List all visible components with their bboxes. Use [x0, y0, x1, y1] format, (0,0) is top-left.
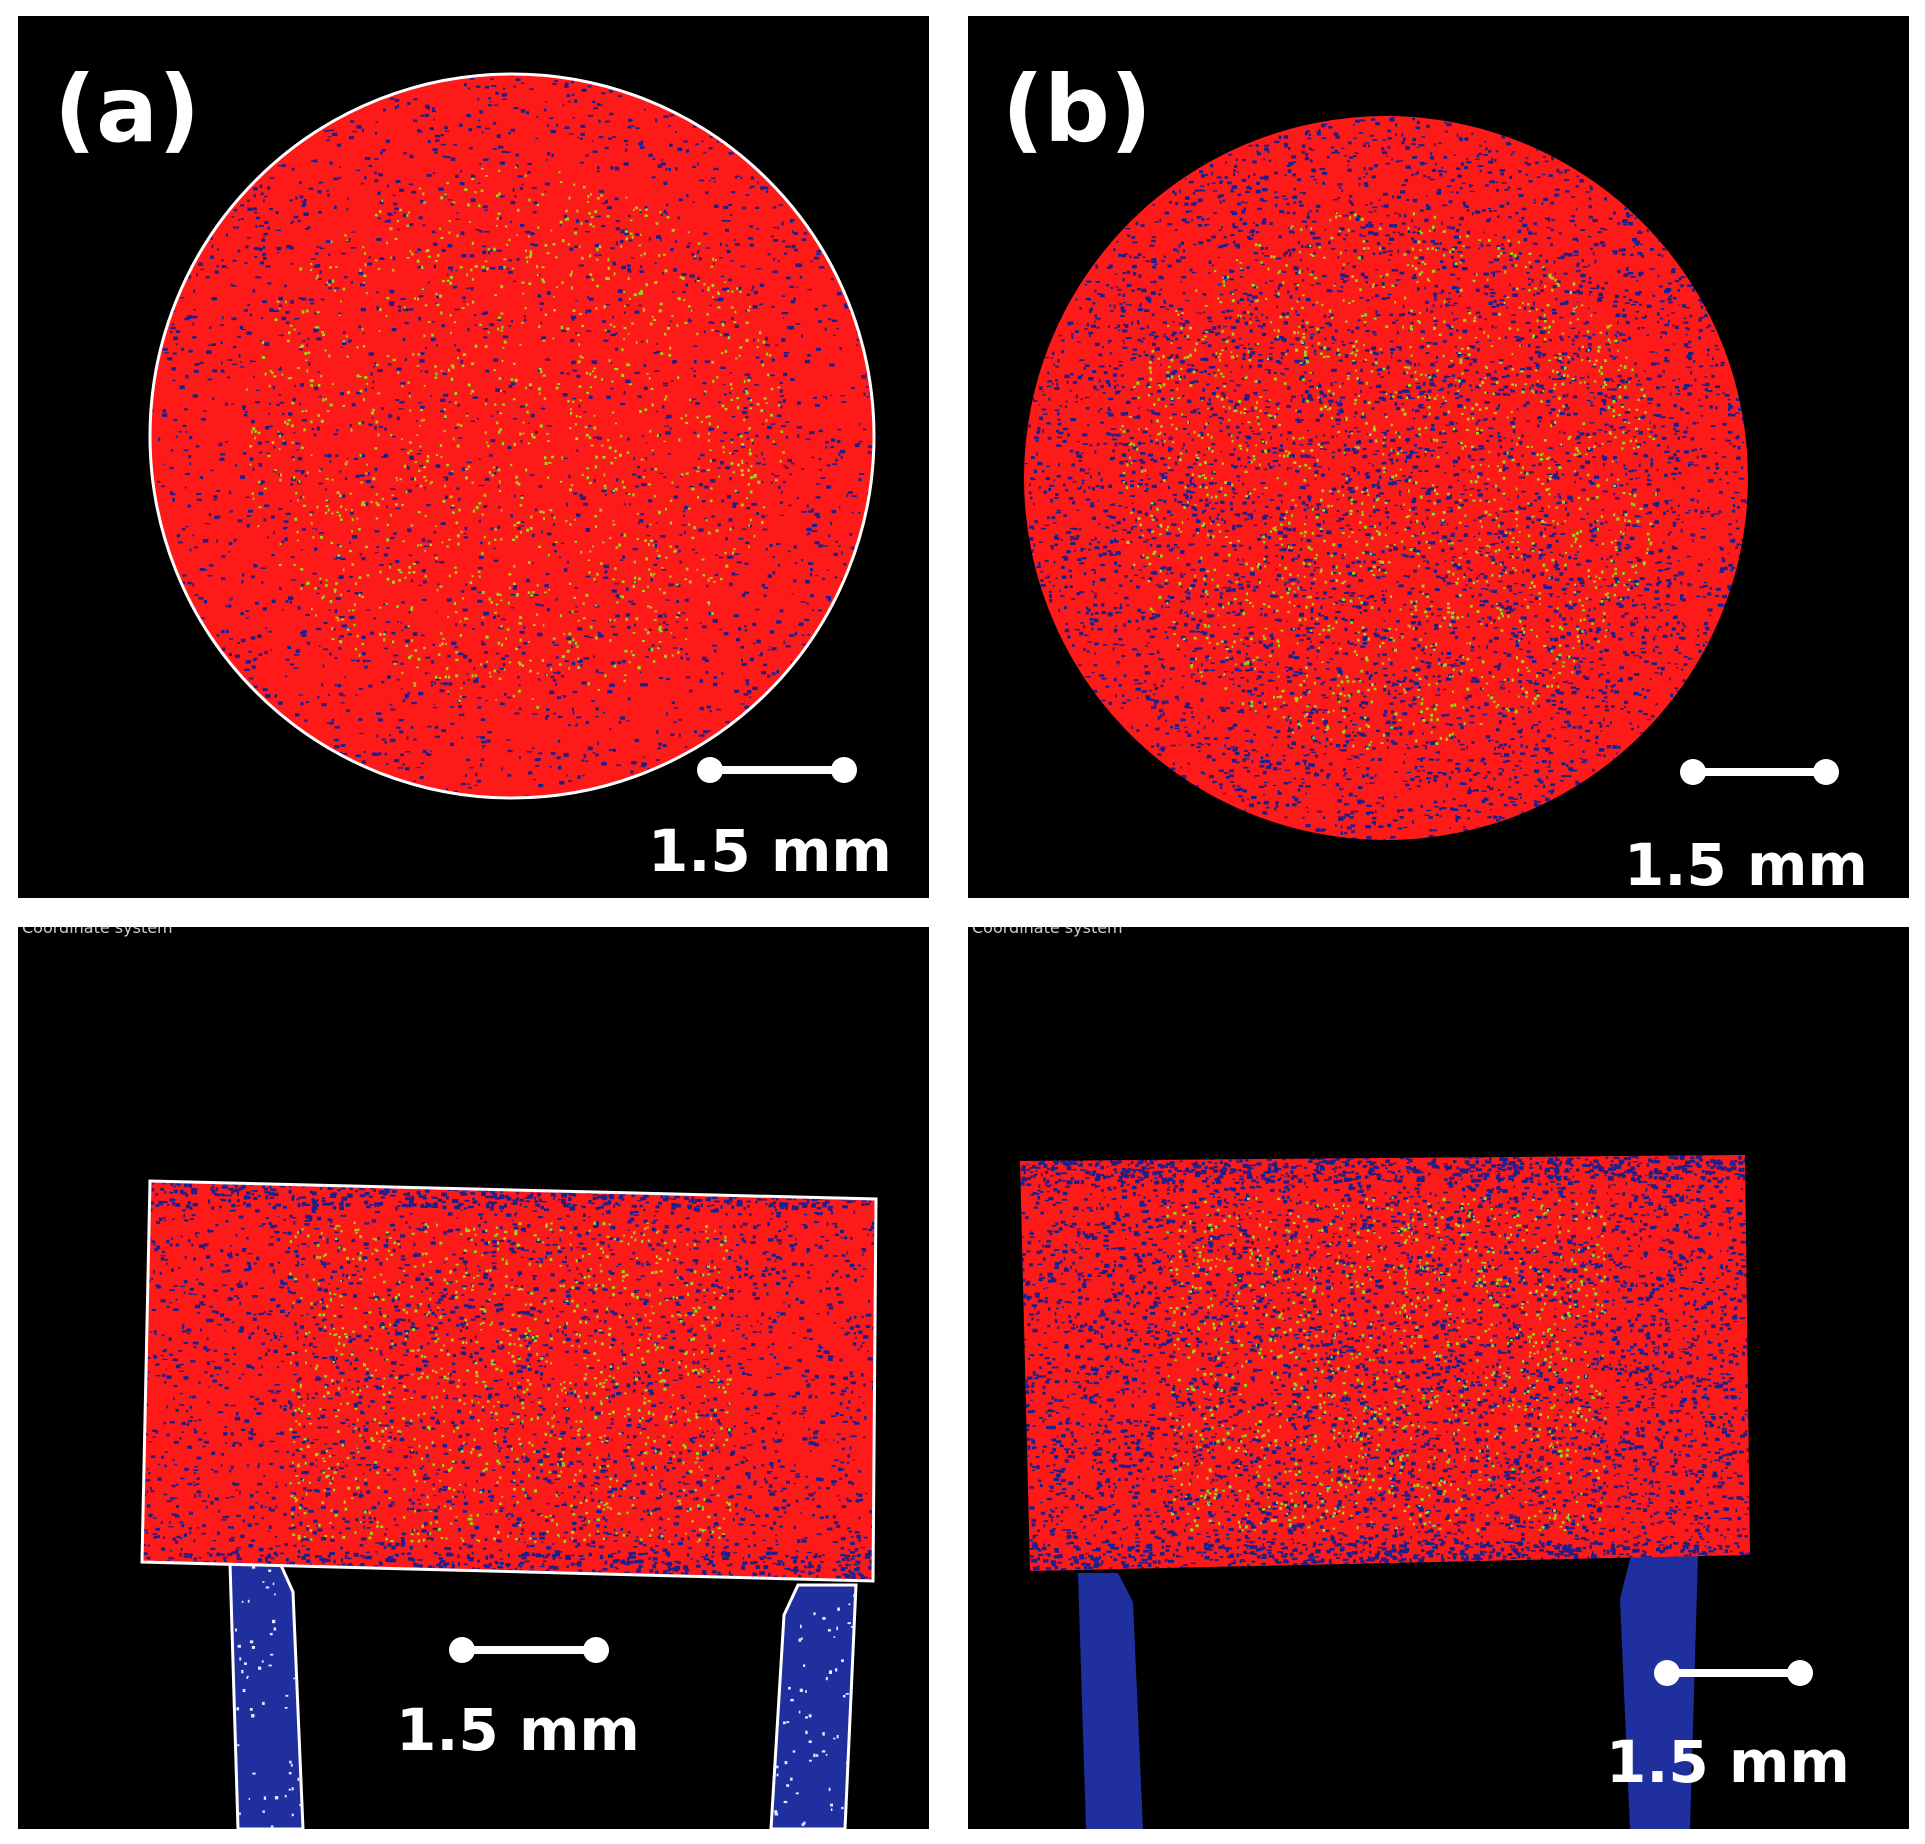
- panel-b-top-view: (b) 1.5 mm: [968, 16, 1909, 898]
- panel-b-side-view: Coordinate system 1.5 mm: [968, 927, 1909, 1829]
- sample-disc: [150, 74, 874, 798]
- sample-speckle: [1024, 117, 1748, 840]
- scale-bar: [697, 757, 857, 783]
- holder-leg-right: [769, 1583, 858, 1829]
- coordinate-system-text: Coordinate system: [22, 927, 173, 936]
- sample-speckle: [1020, 1155, 1750, 1571]
- panel-label-a: (a): [54, 64, 200, 156]
- scale-bar: [449, 1637, 609, 1663]
- sample-disc: [1024, 116, 1748, 840]
- scale-bar-label: 1.5 mm: [1624, 836, 1868, 894]
- scale-bar: [1654, 1660, 1813, 1686]
- sample-speckle: [151, 74, 874, 798]
- scale-bar-label: 1.5 mm: [396, 1701, 640, 1759]
- panel-b-side-svg: [1020, 1155, 1813, 1829]
- panel-label-b: (b): [1002, 64, 1152, 156]
- holder-leg-left: [1078, 1573, 1143, 1829]
- holder-leg-right: [1620, 1555, 1698, 1829]
- scale-bar-label: 1.5 mm: [648, 822, 892, 880]
- panel-a-side-svg: [140, 1179, 878, 1829]
- panel-b-top-svg: [1024, 116, 1839, 840]
- panel-a-side-view: Coordinate system 1.5 mm: [18, 927, 929, 1829]
- sample-outline: [140, 1179, 878, 1583]
- sample-outline: [148, 72, 876, 800]
- sample-cylinder-side: [142, 1181, 876, 1581]
- scale-bar: [1680, 759, 1839, 785]
- panel-a-top-view: (a) 1.5 mm: [18, 16, 929, 898]
- panel-a-top-svg: [148, 72, 876, 800]
- coordinate-system-text: Coordinate system: [972, 927, 1123, 936]
- scale-bar-label: 1.5 mm: [1606, 1733, 1850, 1791]
